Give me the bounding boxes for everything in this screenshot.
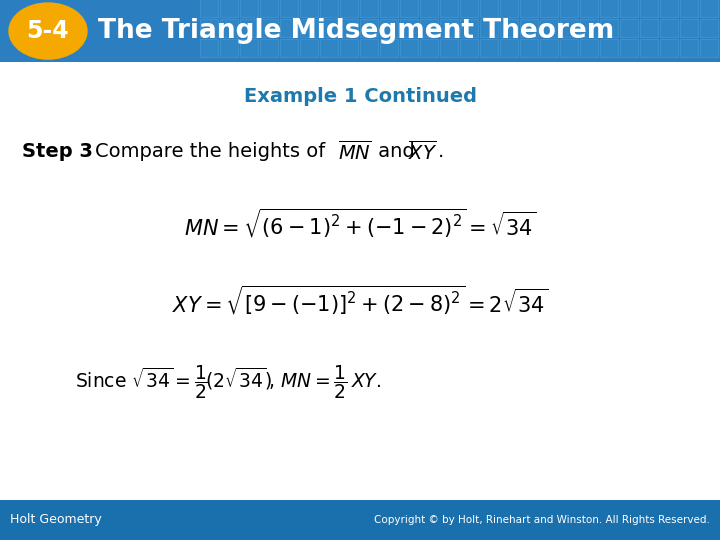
Bar xyxy=(660,19,678,37)
Bar xyxy=(600,39,618,57)
Bar xyxy=(620,39,638,57)
Bar xyxy=(680,0,698,17)
Text: Example 1 Continued: Example 1 Continued xyxy=(243,87,477,106)
Bar xyxy=(540,39,558,57)
Bar xyxy=(520,39,538,57)
Bar xyxy=(600,0,618,17)
Bar xyxy=(200,39,218,57)
Bar xyxy=(500,0,518,17)
Text: Since $\sqrt{34} = \dfrac{1}{2}\!\left(2\sqrt{34}\right)\!$, $\mathit{MN} = \dfr: Since $\sqrt{34} = \dfrac{1}{2}\!\left(2… xyxy=(75,363,381,401)
Bar xyxy=(300,19,318,37)
Text: and: and xyxy=(372,142,421,161)
Bar xyxy=(620,0,638,17)
Bar xyxy=(380,0,398,17)
Bar xyxy=(440,39,458,57)
Bar xyxy=(540,19,558,37)
Ellipse shape xyxy=(9,3,87,59)
Bar xyxy=(220,19,238,37)
Text: 5-4: 5-4 xyxy=(27,19,69,43)
Bar xyxy=(460,19,478,37)
Bar xyxy=(360,0,378,17)
Bar xyxy=(680,19,698,37)
Bar xyxy=(480,19,498,37)
Text: Compare the heights of: Compare the heights of xyxy=(95,142,331,161)
Bar xyxy=(440,19,458,37)
Bar xyxy=(260,39,278,57)
Bar xyxy=(480,39,498,57)
Bar xyxy=(660,0,678,17)
Text: The Triangle Midsegment Theorem: The Triangle Midsegment Theorem xyxy=(98,18,614,44)
Bar xyxy=(560,0,578,17)
Bar xyxy=(300,39,318,57)
Bar xyxy=(360,19,378,37)
Bar xyxy=(640,0,658,17)
Bar xyxy=(380,19,398,37)
Bar xyxy=(340,19,358,37)
Bar xyxy=(660,39,678,57)
Text: .: . xyxy=(438,142,444,161)
Bar xyxy=(340,39,358,57)
Bar xyxy=(400,0,418,17)
Bar xyxy=(240,19,258,37)
Bar xyxy=(580,19,598,37)
Text: $\overline{XY}$: $\overline{XY}$ xyxy=(408,140,437,164)
Bar xyxy=(200,19,218,37)
Bar xyxy=(640,19,658,37)
Text: Copyright © by Holt, Rinehart and Winston. All Rights Reserved.: Copyright © by Holt, Rinehart and Winsto… xyxy=(374,515,710,525)
Bar xyxy=(620,19,638,37)
Bar xyxy=(680,39,698,57)
Text: Holt Geometry: Holt Geometry xyxy=(10,513,102,526)
Bar xyxy=(400,39,418,57)
Bar xyxy=(380,39,398,57)
Text: $\mathit{MN} = \sqrt{(6-1)^2+(-1-2)^2} = \sqrt{34}$: $\mathit{MN} = \sqrt{(6-1)^2+(-1-2)^2} =… xyxy=(184,206,536,240)
Bar xyxy=(240,39,258,57)
Bar xyxy=(700,0,718,17)
Bar xyxy=(500,39,518,57)
Bar xyxy=(280,19,298,37)
Bar xyxy=(320,0,338,17)
Bar xyxy=(420,39,438,57)
Bar xyxy=(400,19,418,37)
Bar xyxy=(520,19,538,37)
Bar xyxy=(500,19,518,37)
Bar xyxy=(480,0,498,17)
Bar xyxy=(260,19,278,37)
Bar xyxy=(260,0,278,17)
Bar xyxy=(280,39,298,57)
Bar xyxy=(200,0,218,17)
Bar xyxy=(280,0,298,17)
Bar xyxy=(580,0,598,17)
Bar xyxy=(460,39,478,57)
Bar xyxy=(560,19,578,37)
Bar xyxy=(300,0,318,17)
Bar xyxy=(340,0,358,17)
Bar xyxy=(520,0,538,17)
Bar xyxy=(640,39,658,57)
Bar xyxy=(420,19,438,37)
FancyBboxPatch shape xyxy=(0,0,720,62)
Bar xyxy=(360,39,378,57)
Bar xyxy=(440,0,458,17)
Bar xyxy=(700,19,718,37)
Bar xyxy=(320,19,338,37)
Text: Step 3: Step 3 xyxy=(22,142,93,161)
Bar xyxy=(420,0,438,17)
Bar xyxy=(600,19,618,37)
Bar xyxy=(560,39,578,57)
Bar xyxy=(320,39,338,57)
Bar xyxy=(460,0,478,17)
Text: $\overline{MN}$: $\overline{MN}$ xyxy=(338,140,372,164)
Bar xyxy=(580,39,598,57)
Bar xyxy=(540,0,558,17)
Bar xyxy=(240,0,258,17)
Bar xyxy=(700,39,718,57)
Text: $\mathit{XY} = \sqrt{[9-(-1)]^2+(2-8)^2} = 2\sqrt{34}$: $\mathit{XY} = \sqrt{[9-(-1)]^2+(2-8)^2}… xyxy=(172,284,548,318)
Bar xyxy=(220,0,238,17)
Bar xyxy=(220,39,238,57)
